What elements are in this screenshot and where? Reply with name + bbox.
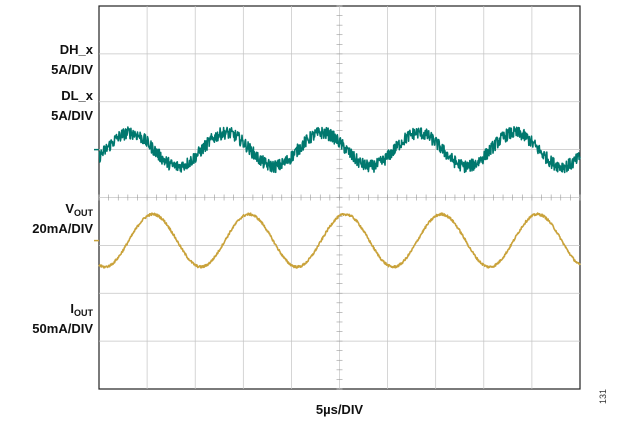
iout-channel-label: IOUT xyxy=(70,301,93,318)
dl-channel-label: DL_x xyxy=(61,88,93,103)
vout-channel-label: VOUT xyxy=(65,201,93,218)
figure-number: 131 xyxy=(598,388,608,404)
iout-trace xyxy=(98,212,581,269)
dh-scale-label: 5A/DIV xyxy=(51,62,93,77)
dh-channel-label: DH_x xyxy=(59,42,93,57)
vout-scale-label: 20mA/DIV xyxy=(32,221,93,236)
x-axis-label: 5µs/DIV xyxy=(315,402,364,417)
dl-scale-label: 5A/DIV xyxy=(51,108,93,123)
vout-trace xyxy=(98,126,581,174)
iout-scale-label: 50mA/DIV xyxy=(32,321,93,336)
